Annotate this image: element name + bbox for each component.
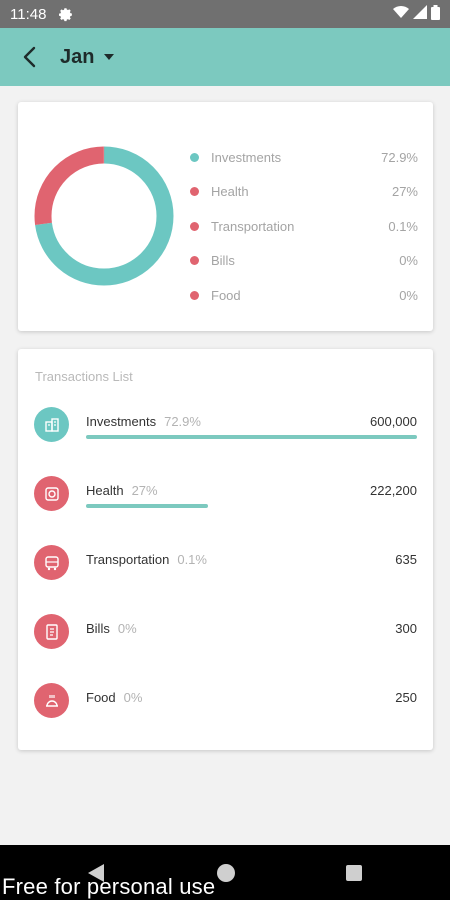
battery-icon [431, 4, 440, 24]
legend-item-health: Health 27% [190, 175, 418, 210]
bus-icon [34, 545, 69, 580]
back-triangle-icon[interactable] [84, 861, 108, 885]
investment-icon [34, 407, 69, 442]
app-bar: Jan [0, 28, 450, 86]
status-time: 11:48 [10, 5, 47, 23]
legend-dot [190, 221, 199, 231]
month-label: Jan [60, 45, 95, 68]
donut-slice-transportation [34, 146, 174, 286]
legend-dot [190, 187, 199, 197]
legend-dot [190, 152, 199, 162]
transaction-name: Investments 72.9% [86, 414, 201, 429]
legend-dot [190, 256, 199, 266]
bill-icon [34, 614, 69, 649]
transaction-amount: 600,000 [370, 414, 417, 429]
transaction-percent: 27% [131, 483, 158, 498]
transaction-progress-bar [86, 711, 417, 715]
transaction-progress-fill [86, 504, 208, 508]
donut-chart [34, 146, 174, 286]
navigation-bar [0, 845, 450, 900]
transaction-row-transportation[interactable]: Transportation 0.1% 635 [34, 543, 417, 583]
legend-item-transportation: Transportation 0.1% [190, 209, 418, 244]
transaction-progress-bar [86, 435, 417, 439]
legend-label: Food [211, 287, 241, 303]
transaction-label: Food [86, 690, 116, 705]
legend-percent: 72.9% [381, 149, 418, 165]
transactions-title: Transactions List [35, 369, 133, 384]
home-circle-icon[interactable] [214, 861, 238, 885]
transaction-label: Bills [86, 621, 110, 636]
transaction-label: Transportation [86, 552, 170, 567]
transaction-row-health[interactable]: Health 27% 222,200 [34, 474, 417, 514]
transaction-amount: 250 [395, 690, 417, 705]
status-bar: 11:48 [0, 0, 450, 28]
transaction-label: Investments [86, 414, 157, 429]
transactions-card: Transactions List Investments 72.9% 600,00… [18, 349, 433, 750]
food-icon [34, 683, 69, 718]
transaction-progress-bar [86, 573, 417, 577]
gear-icon [58, 7, 73, 22]
legend-percent: 0% [399, 253, 418, 269]
watermark-text: Free for personal use [2, 874, 216, 899]
summary-card: Investments 72.9% Health 27% Transportation 0… [18, 102, 433, 331]
transaction-row-investments[interactable]: Investments 72.9% 600,000 [34, 405, 417, 445]
legend-item-bills: Bills 0% [190, 244, 418, 279]
transaction-name: Health 27% [86, 483, 158, 498]
transaction-percent: 0% [123, 690, 143, 705]
legend-item-investments: Investments 72.9% [190, 140, 418, 175]
transaction-name: Transportation 0.1% [86, 552, 207, 567]
transaction-label: Health [86, 483, 124, 498]
transaction-row-food[interactable]: Food 0% 250 [34, 681, 417, 721]
legend-item-food: Food 0% [190, 278, 418, 313]
month-selector[interactable]: Jan [60, 45, 115, 69]
transaction-name: Bills 0% [86, 621, 137, 636]
legend-label: Transportation [211, 218, 295, 234]
chevron-left-icon[interactable] [16, 44, 42, 70]
transaction-progress-bar [86, 504, 417, 508]
transaction-row-bills[interactable]: Bills 0% 300 [34, 612, 417, 652]
recents-square-icon[interactable] [342, 861, 366, 885]
health-icon [34, 476, 69, 511]
transaction-progress-bar [86, 642, 417, 646]
legend-dot [190, 290, 199, 300]
legend-percent: 27% [391, 184, 418, 200]
transaction-percent: 0% [117, 621, 137, 636]
wifi-icon [393, 5, 409, 23]
caret-down-icon [104, 54, 115, 60]
legend: Investments 72.9% Health 27% Transportation 0… [190, 140, 418, 313]
legend-percent: 0% [399, 287, 418, 303]
transaction-percent: 0.1% [177, 552, 207, 567]
transaction-progress-fill [86, 435, 417, 439]
transaction-amount: 222,200 [370, 483, 417, 498]
legend-percent: 0.1% [388, 218, 418, 234]
transaction-amount: 300 [395, 621, 417, 636]
transaction-amount: 635 [395, 552, 417, 567]
signal-icon [413, 5, 427, 23]
legend-label: Investments [211, 149, 282, 165]
transaction-name: Food 0% [86, 690, 142, 705]
transaction-percent: 72.9% [164, 414, 201, 429]
legend-label: Health [211, 184, 249, 200]
legend-label: Bills [211, 253, 235, 269]
